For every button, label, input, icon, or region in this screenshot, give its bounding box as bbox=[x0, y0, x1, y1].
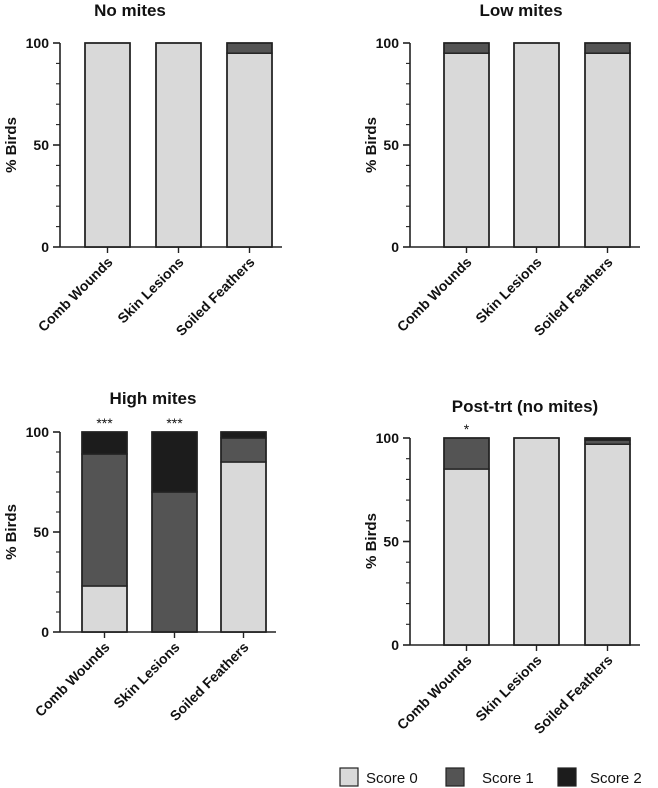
y-axis-label: % Birds bbox=[363, 117, 380, 173]
bar-segment-skin-lesions-score-0 bbox=[513, 437, 560, 646]
bar-segment-skin-lesions-score-0 bbox=[155, 42, 202, 248]
y-tick-label: 0 bbox=[41, 624, 49, 640]
x-tick-label-comb-wounds: Comb Wounds bbox=[394, 652, 475, 733]
bar-segment-skin-lesions-score-0 bbox=[513, 42, 560, 248]
bar-segment-skin-lesions-score-2 bbox=[151, 431, 198, 493]
x-tick-label-skin-lesions: Skin Lesions bbox=[110, 639, 183, 712]
x-tick-label-skin-lesions: Skin Lesions bbox=[114, 254, 187, 327]
bar-segment-comb-wounds-score-0 bbox=[84, 42, 131, 248]
legend-swatch-score-0 bbox=[339, 767, 359, 787]
y-tick-label: 100 bbox=[26, 35, 50, 51]
bar-segment-comb-wounds-score-2 bbox=[81, 431, 128, 455]
bar-segment-soiled-feathers-score-1 bbox=[584, 42, 631, 54]
y-tick-label: 50 bbox=[33, 524, 49, 540]
bar-segment-comb-wounds-score-1 bbox=[81, 453, 128, 587]
bar-segment-soiled-feathers-score-0 bbox=[584, 443, 631, 646]
legend-label-score-2: Score 2 bbox=[590, 770, 642, 787]
legend-swatch-score-1 bbox=[445, 767, 465, 787]
y-tick-label: 0 bbox=[391, 637, 399, 653]
legend: Score 0 Score 1 Score 2 bbox=[339, 767, 642, 787]
panel-title: Post-trt (no mites) bbox=[452, 397, 598, 416]
y-tick-label: 50 bbox=[383, 534, 399, 550]
legend-label-score-1: Score 1 bbox=[482, 770, 534, 787]
chart-panel-high-mites: High mites % Birds 0 50 100 *** Comb Wounds ***… bbox=[3, 389, 276, 724]
legend-label-score-0: Score 0 bbox=[366, 770, 418, 787]
bar-segment-comb-wounds-score-1 bbox=[443, 437, 490, 470]
bar-segment-soiled-feathers-score-0 bbox=[584, 52, 631, 248]
x-tick-label-skin-lesions: Skin Lesions bbox=[472, 652, 545, 725]
bar-segment-comb-wounds-score-1 bbox=[443, 42, 490, 54]
legend-swatch-score-2 bbox=[557, 767, 577, 787]
y-tick-label: 0 bbox=[391, 239, 399, 255]
bar-segment-soiled-feathers-score-0 bbox=[220, 461, 267, 633]
y-axis-label: % Birds bbox=[3, 117, 20, 173]
y-tick-label: 50 bbox=[383, 137, 399, 153]
panel-title: High mites bbox=[110, 389, 197, 408]
x-tick-label-comb-wounds: Comb Wounds bbox=[32, 639, 113, 720]
bar-segment-soiled-feathers-score-1 bbox=[226, 42, 273, 54]
chart-panel-post-trt-no-mites: Post-trt (no mites) % Birds 0 50 100 * Comb Wo… bbox=[363, 397, 640, 737]
x-tick-label-comb-wounds: Comb Wounds bbox=[394, 254, 475, 335]
bar-segment-comb-wounds-score-0 bbox=[81, 585, 128, 633]
significance-label: *** bbox=[96, 415, 113, 431]
bar-segment-comb-wounds-score-0 bbox=[443, 52, 490, 248]
y-axis-label: % Birds bbox=[363, 513, 380, 569]
bar-segment-skin-lesions-score-1 bbox=[151, 491, 198, 633]
x-tick-label-soiled-feathers: Soiled Feathers bbox=[173, 254, 258, 339]
panel-title: No mites bbox=[94, 1, 166, 20]
panel-title: Low mites bbox=[479, 1, 562, 20]
significance-label: * bbox=[464, 421, 470, 437]
bar-segment-soiled-feathers-score-1 bbox=[220, 437, 267, 463]
y-tick-label: 0 bbox=[41, 239, 49, 255]
significance-label: *** bbox=[166, 415, 183, 431]
y-tick-label: 100 bbox=[376, 430, 400, 446]
bar-segment-comb-wounds-score-0 bbox=[443, 468, 490, 646]
bar-segment-soiled-feathers-score-2 bbox=[220, 431, 267, 439]
y-tick-label: 50 bbox=[33, 137, 49, 153]
y-axis-label: % Birds bbox=[3, 504, 20, 560]
x-tick-label-soiled-feathers: Soiled Feathers bbox=[531, 254, 616, 339]
x-tick-label-soiled-feathers: Soiled Feathers bbox=[531, 652, 616, 737]
y-tick-label: 100 bbox=[26, 424, 50, 440]
x-tick-label-skin-lesions: Skin Lesions bbox=[472, 254, 545, 327]
x-tick-label-comb-wounds: Comb Wounds bbox=[35, 254, 116, 335]
bar-segment-soiled-feathers-score-0 bbox=[226, 52, 273, 248]
y-tick-label: 100 bbox=[376, 35, 400, 51]
